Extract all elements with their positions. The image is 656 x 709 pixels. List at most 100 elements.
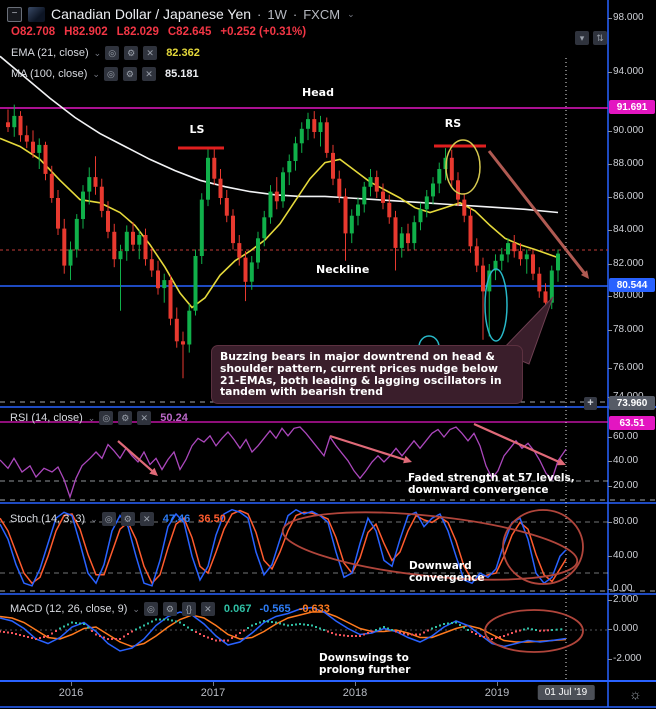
gear-icon[interactable]: ⚙ [124,46,139,60]
interval-label[interactable]: 1W [267,6,287,22]
candle-body [37,144,42,153]
gear-icon[interactable]: ⚙ [120,512,135,526]
macd-hist-dot [551,629,553,631]
macd-hist-dot [339,634,341,636]
macd-hist-dot [207,636,209,639]
macd-ellipse[interactable] [484,609,584,653]
visibility-icon[interactable]: ◎ [105,46,120,60]
add-alert-plus-button[interactable]: + [584,397,597,410]
collapse-icon[interactable]: − [7,6,22,22]
stoch-name[interactable]: Stoch (14, 3, 3) [10,513,86,525]
candle-body [518,251,523,260]
macd-hist-dot [351,635,353,637]
candle-body [293,143,298,161]
note-textbox[interactable]: Buzzing bears in major downtrend on head… [211,345,523,405]
candle-body [318,122,323,132]
candle-body [299,128,304,144]
candle-body [93,177,98,187]
visibility-icon[interactable]: ◎ [101,512,116,526]
candle-body [487,270,492,292]
symbol-title[interactable]: Canadian Dollar / Japanese Yen [51,6,252,22]
rs-circle[interactable] [445,139,481,195]
close-label: C [167,26,177,38]
ema-indicator-row: EMA (21, close) ⌄ ◎ ⚙ ✕ 82.362 [11,46,200,60]
macd-hist-dot [35,638,37,640]
macd-hist-dot [427,629,429,632]
close-icon[interactable]: ✕ [137,411,152,425]
macd-hist-dot [459,624,461,626]
macd-hist-dot [483,636,485,638]
macd-hist-dot [83,623,85,625]
macd-hist-dot [303,623,305,626]
close-icon[interactable]: ✕ [143,46,158,60]
candle-body [499,254,504,261]
macd-hist-dot [187,626,189,629]
axis-settings-icon[interactable]: ☼ [629,686,642,702]
chevron-down-icon[interactable]: ⌄ [90,513,98,524]
close-icon[interactable]: ✕ [200,602,215,616]
macd-hist-dot [119,638,121,640]
rs-breakdown-arrow-head [580,270,589,279]
ma-value: 85.181 [164,68,199,80]
macd-hist-dot [139,626,141,629]
macd-hist-dot [283,623,285,626]
chevron-down-icon[interactable]: ⌄ [93,47,102,58]
chevron-down-icon[interactable]: ⌄ [347,8,355,19]
source-code-icon[interactable]: {} [181,602,196,616]
chevron-down-icon[interactable]: ⌄ [132,603,140,614]
candle-body [418,209,423,223]
macd-hist-dot [515,630,517,633]
close-icon[interactable]: ✕ [141,67,156,81]
gear-icon[interactable]: ⚙ [118,411,133,425]
open-value: 82.708 [19,26,56,38]
candle-body [393,217,398,248]
rsi-arrow-2[interactable] [329,434,408,462]
candle-body [62,228,67,266]
macd-hist-dot [91,630,93,632]
visibility-icon[interactable]: ◎ [103,67,118,81]
rsi-arrow-3[interactable] [473,422,562,465]
macd-hist-dot [327,630,329,633]
chevron-down-icon[interactable]: ⌄ [92,68,100,79]
macd-hist-dot [499,636,501,638]
candle-body [162,280,167,289]
rsi-arrow-1[interactable] [117,440,155,474]
macd-hist-dot [23,635,25,637]
stoch-small-ellipse[interactable] [502,509,584,585]
macd-hist-dot [523,628,525,631]
visibility-icon[interactable]: ◎ [99,411,114,425]
candle-body [174,318,179,342]
candle-body [356,204,360,216]
macd-name[interactable]: MACD (12, 26, close, 9) [10,603,128,615]
low-value: 82.029 [123,26,159,38]
macd-hist-dot [143,624,145,627]
gear-icon[interactable]: ⚙ [162,602,177,616]
candle-body [349,215,354,234]
candle-body [43,144,48,174]
candle-body [212,157,217,179]
macd-hist-dot [87,626,89,629]
candle-body [468,215,473,247]
stoch-big-ellipse[interactable] [280,501,581,592]
macd-hist-dot [147,622,149,625]
rsi-name[interactable]: RSI (14, close) [10,412,83,424]
chevron-down-icon[interactable]: ⌄ [87,412,96,423]
ma-name[interactable]: MA (100, close) [11,68,88,80]
gear-icon[interactable]: ⚙ [122,67,137,81]
scale-down-icon[interactable]: ▾ [575,31,589,45]
candle-body [181,341,185,345]
macd-hist-dot [111,638,113,640]
ema-name[interactable]: EMA (21, close) [11,47,89,59]
macd-hist-dot [287,624,289,627]
scale-updown-icon[interactable]: ⇅ [593,31,607,45]
wick-circle[interactable] [484,268,508,342]
candle-body [437,169,442,184]
candle-body [362,186,367,205]
candle-body [274,191,279,202]
rs-breakdown-arrow[interactable] [487,150,588,277]
visibility-icon[interactable]: ◎ [143,602,158,616]
macd-hist-dot [211,638,213,640]
close-icon[interactable]: ✕ [139,512,154,526]
macd-hist-dot [431,627,433,630]
